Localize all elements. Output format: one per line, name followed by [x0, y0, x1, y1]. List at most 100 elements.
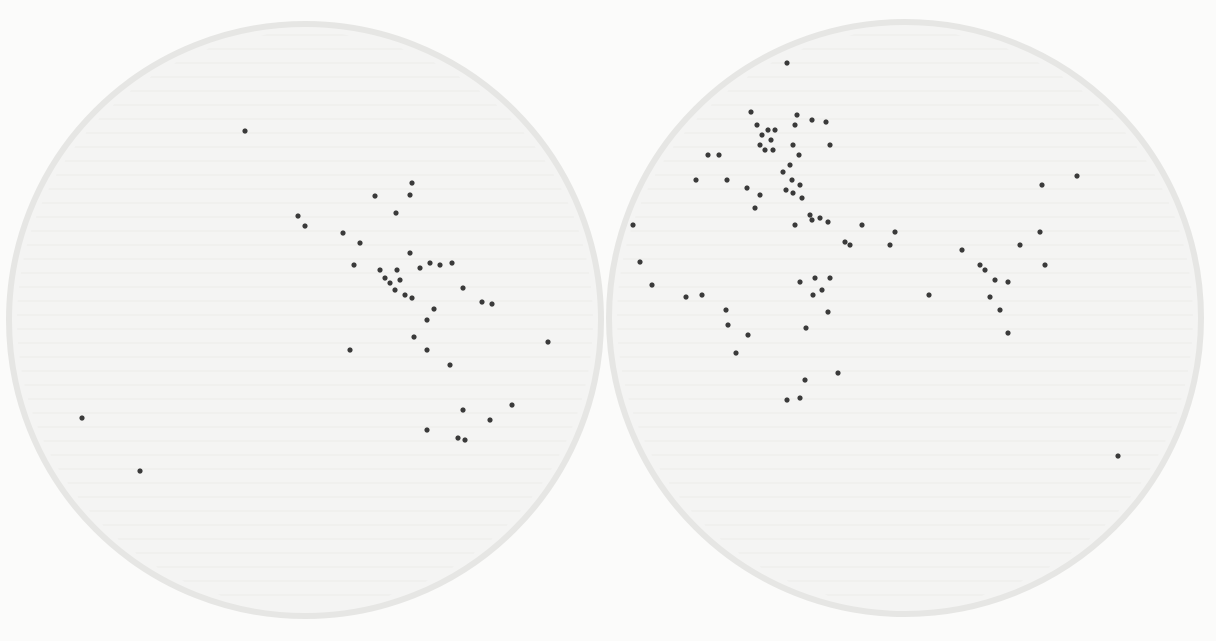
- location-dot: [733, 350, 739, 356]
- location-dot: [807, 212, 813, 218]
- eastern-hemisphere: [606, 19, 1204, 617]
- location-dot: [827, 275, 833, 281]
- location-dot: [683, 294, 689, 300]
- location-dot: [242, 128, 248, 134]
- location-dot: [748, 109, 754, 115]
- location-dot: [982, 267, 988, 273]
- location-dot: [768, 137, 774, 143]
- location-dot: [424, 347, 430, 353]
- location-dot: [479, 299, 485, 305]
- location-dot: [357, 240, 363, 246]
- location-dot: [926, 292, 932, 298]
- location-dot: [407, 250, 413, 256]
- location-dot: [1005, 279, 1011, 285]
- location-dot: [977, 262, 983, 268]
- location-dot: [812, 275, 818, 281]
- location-dot: [1115, 453, 1121, 459]
- location-dot: [842, 239, 848, 245]
- location-dot: [392, 287, 398, 293]
- location-dot: [859, 222, 865, 228]
- location-dot: [817, 215, 823, 221]
- location-dot: [1005, 330, 1011, 336]
- location-dot: [424, 427, 430, 433]
- location-dot: [351, 262, 357, 268]
- location-dot: [1039, 182, 1045, 188]
- location-dot: [509, 402, 515, 408]
- location-dot: [797, 182, 803, 188]
- location-dot: [455, 435, 461, 441]
- location-dot: [397, 277, 403, 283]
- location-dot: [693, 177, 699, 183]
- location-dot: [810, 292, 816, 298]
- location-dot: [797, 279, 803, 285]
- location-dot: [757, 192, 763, 198]
- location-dot: [809, 217, 815, 223]
- location-dot: [997, 307, 1003, 313]
- location-dot: [744, 185, 750, 191]
- location-dot: [792, 222, 798, 228]
- location-dot: [79, 415, 85, 421]
- location-dot: [784, 60, 790, 66]
- location-dot: [637, 259, 643, 265]
- location-dot: [792, 122, 798, 128]
- location-dot: [959, 247, 965, 253]
- western-hemisphere: [6, 21, 604, 619]
- hemisphere-texture: [17, 32, 593, 608]
- location-dot: [987, 294, 993, 300]
- location-dot: [754, 122, 760, 128]
- location-dot: [1017, 242, 1023, 248]
- location-dot: [724, 177, 730, 183]
- location-dot: [394, 267, 400, 273]
- location-dot: [424, 317, 430, 323]
- location-dot: [372, 193, 378, 199]
- location-dot: [787, 162, 793, 168]
- location-dot: [794, 112, 800, 118]
- location-dot: [402, 292, 408, 298]
- location-dot: [295, 213, 301, 219]
- location-dot: [137, 468, 143, 474]
- location-dot: [705, 152, 711, 158]
- hemisphere-texture: [617, 30, 1193, 606]
- location-dot: [447, 362, 453, 368]
- location-dot: [789, 177, 795, 183]
- location-dot: [437, 262, 443, 268]
- location-dot: [409, 180, 415, 186]
- location-dot: [487, 417, 493, 423]
- location-dot: [796, 152, 802, 158]
- location-dot: [797, 395, 803, 401]
- location-dot: [1074, 173, 1080, 179]
- location-dot: [409, 295, 415, 301]
- location-dot: [393, 210, 399, 216]
- location-dot: [407, 192, 413, 198]
- location-dot: [765, 127, 771, 133]
- location-dot: [431, 306, 437, 312]
- location-dot: [783, 187, 789, 193]
- location-dot: [699, 292, 705, 298]
- location-dot: [992, 277, 998, 283]
- location-dots: [79, 60, 1121, 474]
- location-dot: [417, 265, 423, 271]
- location-dot: [827, 142, 833, 148]
- location-dot: [835, 370, 841, 376]
- location-dot: [803, 325, 809, 331]
- location-dot: [887, 242, 893, 248]
- location-dot: [759, 132, 765, 138]
- location-dot: [802, 377, 808, 383]
- location-dot: [784, 397, 790, 403]
- location-dot: [460, 285, 466, 291]
- location-dot: [302, 223, 308, 229]
- location-dot: [462, 437, 468, 443]
- location-dot: [799, 195, 805, 201]
- location-dot: [790, 190, 796, 196]
- location-dot: [460, 407, 466, 413]
- location-dot: [377, 267, 383, 273]
- location-dot: [340, 230, 346, 236]
- location-dot: [809, 117, 815, 123]
- location-dot: [825, 309, 831, 315]
- location-dot: [757, 142, 763, 148]
- location-dot: [819, 287, 825, 293]
- location-dot: [387, 280, 393, 286]
- location-dot: [847, 242, 853, 248]
- location-dot: [892, 229, 898, 235]
